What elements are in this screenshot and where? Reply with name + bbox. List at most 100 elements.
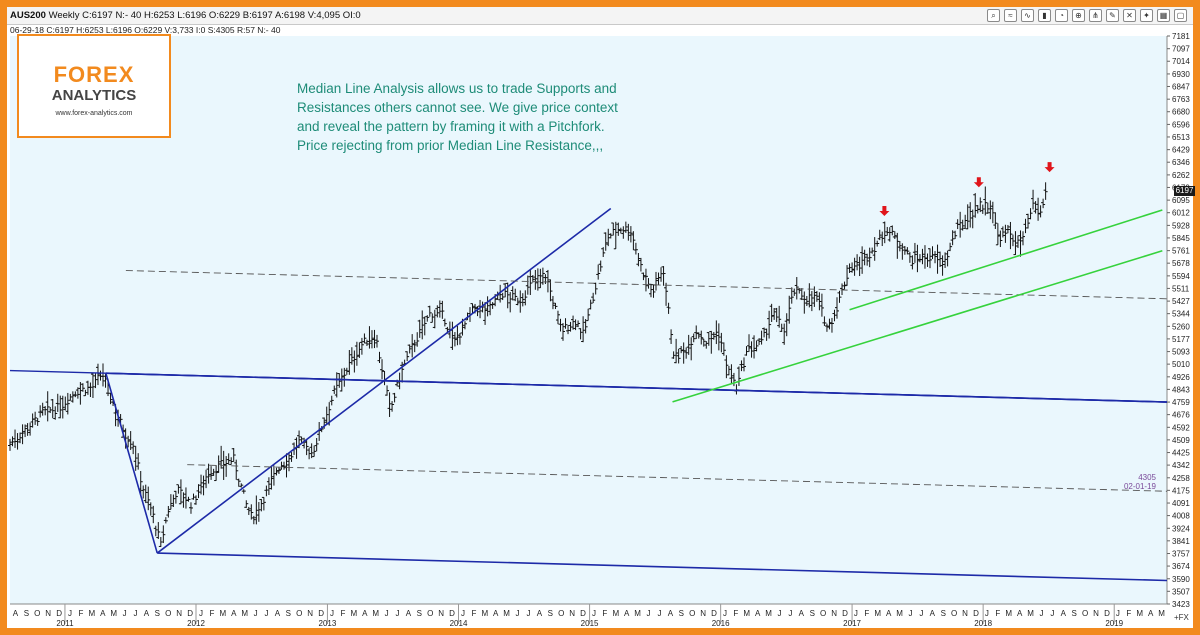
wave2-icon[interactable]: ∿ xyxy=(1021,9,1034,22)
x-month-label: J xyxy=(778,609,782,618)
x-month-label: A xyxy=(13,609,19,618)
x-month-label: A xyxy=(231,609,237,618)
x-month-label: J xyxy=(657,609,661,618)
x-month-label: J xyxy=(985,609,989,618)
x-month-label: J xyxy=(1116,609,1120,618)
annotation-line-2: Resistances others cannot see. We give p… xyxy=(297,100,618,115)
chart-annotation: Median Line Analysis allows us to trade … xyxy=(297,79,697,155)
bar-icon[interactable]: ▮ xyxy=(1038,9,1051,22)
x-month-label: F xyxy=(864,609,869,618)
x-month-label: D xyxy=(1104,609,1110,618)
annotation-line-3: and reveal the pattern by framing it wit… xyxy=(297,119,605,134)
y-tick-label: 3924 xyxy=(1172,524,1190,533)
x-month-label: A xyxy=(362,609,368,618)
x-year-label: 2014 xyxy=(450,619,468,628)
y-tick-label: 4592 xyxy=(1172,423,1190,432)
forex-analytics-logo: FOREX ANALYTICS www.forex-analytics.com xyxy=(17,34,171,138)
x-month-label: M xyxy=(612,609,619,618)
x-month-label: M xyxy=(896,609,903,618)
y-tick-label: 5511 xyxy=(1172,284,1190,293)
x-month-label: O xyxy=(820,609,826,618)
x-month-label: S xyxy=(810,609,815,618)
compass-icon[interactable]: ⊕ xyxy=(1072,9,1085,22)
x-month-label: D xyxy=(580,609,586,618)
x-month-label: F xyxy=(79,609,84,618)
zoom-icon[interactable]: ⌕ xyxy=(987,9,1000,22)
x-month-label: S xyxy=(548,609,553,618)
x-year-label: 2013 xyxy=(319,619,337,628)
x-month-label: A xyxy=(100,609,106,618)
x-month-label: M xyxy=(874,609,881,618)
tool-icon[interactable]: ✎ xyxy=(1106,9,1119,22)
price-chart[interactable]: 7181 7097 7014 6930 6847 6763 6680 6596 6513 6429… xyxy=(7,7,1193,628)
y-tick-label: 5010 xyxy=(1172,360,1190,369)
grid-icon[interactable]: ▦ xyxy=(1157,9,1170,22)
x-month-label: J xyxy=(461,609,465,618)
y-tick-label: 6429 xyxy=(1172,146,1190,155)
x-month-label: A xyxy=(799,609,805,618)
info-line: 06-29-18 C:6197 H:6253 L:6196 O:6229 V:3… xyxy=(10,25,281,35)
window-icon[interactable]: ▢ xyxy=(1174,9,1187,22)
x-month-label: J xyxy=(647,609,651,618)
toolbar: ⌕ ≈ ∿ ▮ ◔ ⊕ ⋔ ✎ ✕ ✦ ▦ ▢ xyxy=(987,9,1187,22)
x-month-label: F xyxy=(733,609,738,618)
x-month-label: J xyxy=(254,609,258,618)
x-month-label: S xyxy=(155,609,160,618)
y-tick-label: 3423 xyxy=(1172,600,1190,609)
y-tick-label: 4258 xyxy=(1172,474,1190,483)
star-icon[interactable]: ✦ xyxy=(1140,9,1153,22)
x-month-label: M xyxy=(1136,609,1143,618)
y-tick-label: 6513 xyxy=(1172,133,1190,142)
x-month-label: J xyxy=(1050,609,1054,618)
logo-analytics-text: ANALYTICS xyxy=(51,87,137,104)
green-line-1 xyxy=(672,250,1163,403)
pitchfork-lower-line xyxy=(157,552,1168,582)
logo-forex-text: FOREX xyxy=(53,62,135,87)
title-bar: AUS200 Weekly C:6197 N:- 40 H:6253 L:619… xyxy=(7,7,1193,25)
wave-icon[interactable]: ≈ xyxy=(1004,9,1017,22)
x-month-label: J xyxy=(592,609,596,618)
y-tick-label: 3841 xyxy=(1172,537,1190,546)
quote-summary: Weekly C:6197 N:- 40 H:6253 L:6196 O:622… xyxy=(48,10,361,21)
y-tick-label: 4843 xyxy=(1172,385,1190,394)
y-tick-label: 5761 xyxy=(1172,247,1190,256)
y-tick-label: 5177 xyxy=(1172,335,1190,344)
x-month-label: J xyxy=(788,609,792,618)
x-month-label: M xyxy=(241,609,248,618)
x-month-label: N xyxy=(569,609,575,618)
cross-icon[interactable]: ✕ xyxy=(1123,9,1136,22)
x-month-label: D xyxy=(318,609,324,618)
x-month-label: O xyxy=(1082,609,1088,618)
x-month-label: F xyxy=(471,609,476,618)
clock-icon[interactable]: ◔ xyxy=(1055,9,1068,22)
y-tick-label: 5260 xyxy=(1172,322,1190,331)
y-tick-label: 6012 xyxy=(1172,209,1190,218)
y-tick-label: 3757 xyxy=(1172,550,1190,559)
x-month-label: N xyxy=(438,609,444,618)
y-tick-label: 4008 xyxy=(1172,512,1190,521)
x-month-label: A xyxy=(668,609,674,618)
x-month-label: J xyxy=(265,609,269,618)
chart-window: 7181 7097 7014 6930 6847 6763 6680 6596 6513 6429… xyxy=(7,7,1195,628)
y-tick-label: 5344 xyxy=(1172,310,1190,319)
x-month-label: O xyxy=(34,609,40,618)
x-month-label: M xyxy=(743,609,750,618)
x-month-label: J xyxy=(330,609,334,618)
dashed-lower-warning xyxy=(187,464,1168,492)
y-tick-label: 5678 xyxy=(1172,259,1190,268)
x-month-label: N xyxy=(307,609,313,618)
x-month-label: A xyxy=(493,609,499,618)
pitchfork-icon[interactable]: ⋔ xyxy=(1089,9,1102,22)
y-tick-label: 5928 xyxy=(1172,221,1190,230)
red-arrow-1 xyxy=(879,206,890,217)
y-tick-label: 6680 xyxy=(1172,108,1190,117)
x-month-label: S xyxy=(417,609,422,618)
pitchfork-handle-ab xyxy=(105,372,158,554)
last-price-marker: 6197 xyxy=(1174,186,1195,196)
x-month-label: O xyxy=(689,609,695,618)
x-month-label: O xyxy=(296,609,302,618)
x-month-label: M xyxy=(481,609,488,618)
x-month-label: S xyxy=(941,609,946,618)
x-month-label: A xyxy=(930,609,936,618)
x-month-label: M xyxy=(89,609,96,618)
